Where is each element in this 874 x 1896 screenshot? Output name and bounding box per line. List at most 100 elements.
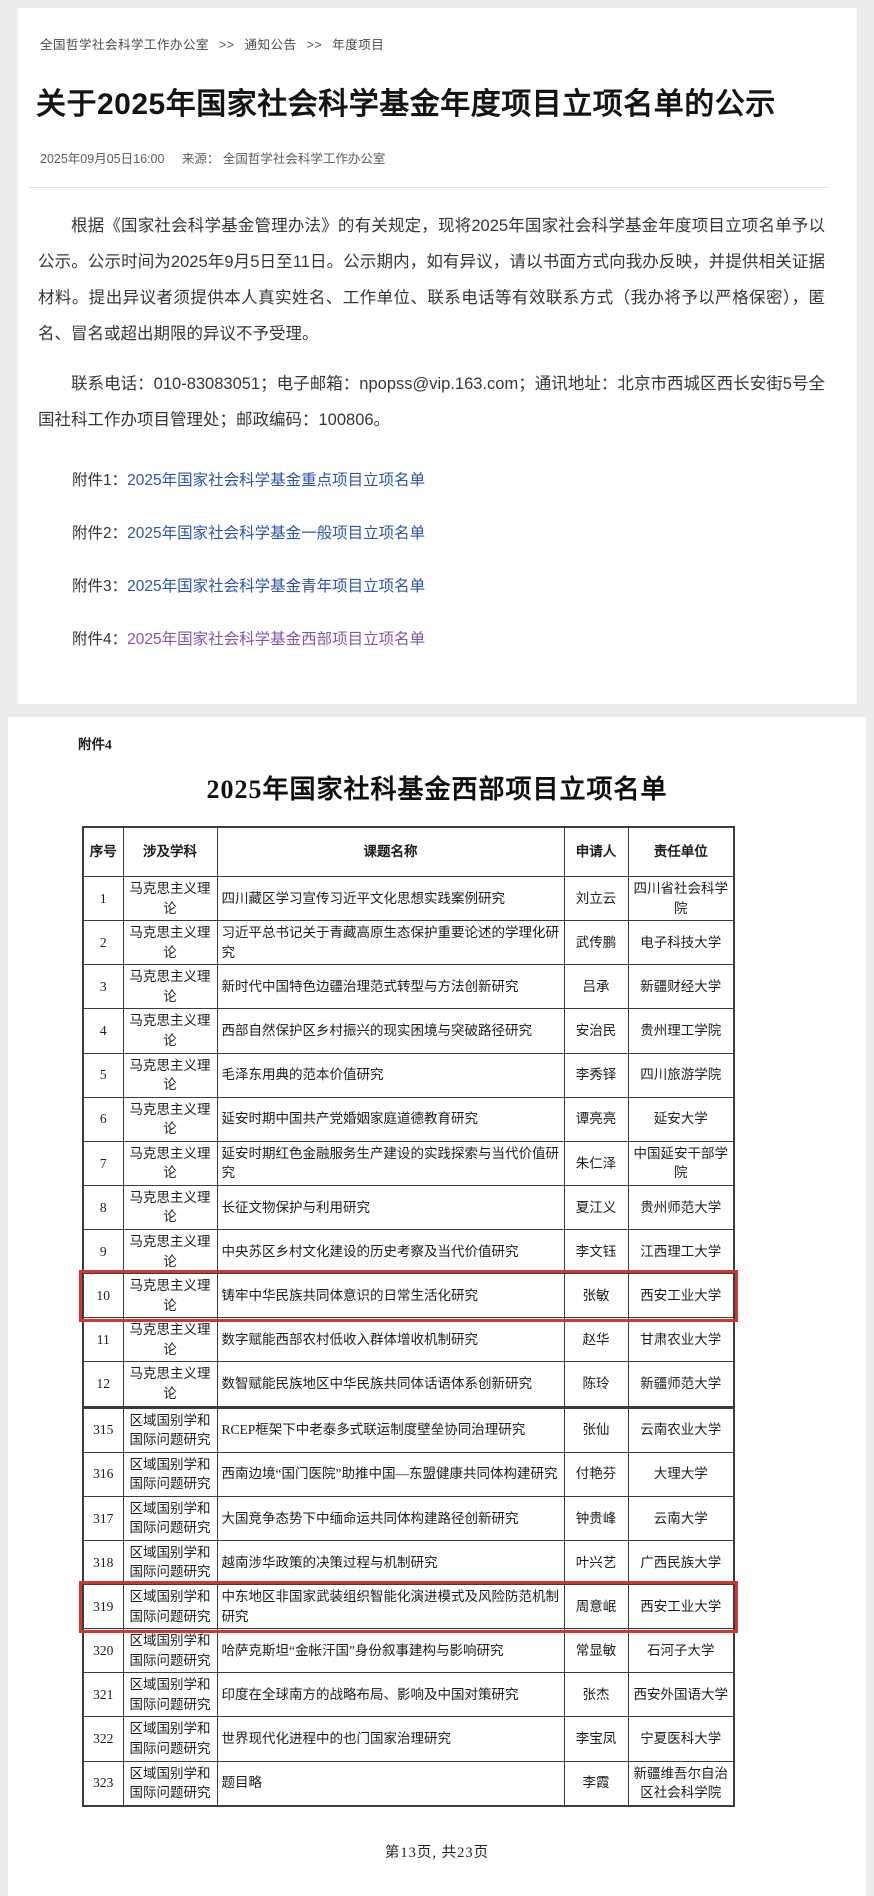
- cell-subject: 马克思主义理论: [122, 1052, 218, 1098]
- attachment-item: 附件2：2025年国家社会科学基金一般项目立项名单: [72, 521, 829, 543]
- cell-subject: 区域国别学和国际问题研究: [122, 1672, 218, 1718]
- cell-applicant: 李文钰: [563, 1228, 629, 1275]
- attachment-link-key-projects[interactable]: 2025年国家社会科学基金重点项目立项名单: [127, 472, 426, 489]
- cell-subject: 区域国别学和国际问题研究: [122, 1628, 218, 1674]
- column-header-serial: 序号: [82, 826, 124, 877]
- cell-project-title: 数字赋能西部农村低收入群体增收机制研究: [216, 1317, 565, 1363]
- cell-subject: 马克思主义理论: [122, 875, 218, 922]
- divider: [28, 187, 829, 188]
- cell-organization: 西安工业大学: [627, 1273, 735, 1319]
- cell-subject: 区域国别学和国际问题研究: [122, 1495, 218, 1541]
- attachment-label: 附件3：: [72, 578, 128, 595]
- cell-project-title: 延安时期红色金融服务生产建设的实践探索与当代价值研究: [216, 1140, 565, 1186]
- attachment-link-general-projects[interactable]: 2025年国家社会科学基金一般项目立项名单: [127, 525, 426, 542]
- cell-applicant: 付艳芬: [563, 1451, 629, 1497]
- cell-subject: 马克思主义理论: [122, 1361, 218, 1408]
- pagination: 第13页, 共23页: [384, 1844, 490, 1861]
- table-row: 12 马克思主义理论 数智赋能民族地区中华民族共同体话语体系创新研究 陈玲 新疆…: [82, 1361, 735, 1408]
- source-name: 全国哲学社会科学工作办公室: [222, 152, 386, 166]
- cell-serial-number: 4: [82, 1008, 124, 1054]
- cell-serial-number: 317: [82, 1495, 124, 1541]
- cell-subject: 马克思主义理论: [122, 1317, 218, 1363]
- table-row: 322 区域国别学和国际问题研究 世界现代化进程中的也门国家治理研究 李宝凤 宁…: [82, 1716, 735, 1762]
- column-header-subject: 涉及学科: [122, 826, 218, 877]
- cell-applicant: 张敏: [563, 1273, 629, 1319]
- table-row: 318 区域国别学和国际问题研究 越南涉华政策的决策过程与机制研究 叶兴艺 广西…: [82, 1539, 735, 1586]
- breadcrumb-link-notices[interactable]: 通知公告: [244, 38, 297, 52]
- cell-organization: 江西理工大学: [627, 1228, 735, 1275]
- attachment-item: 附件3：2025年国家社会科学基金青年项目立项名单: [72, 574, 829, 596]
- cell-organization: 甘肃农业大学: [627, 1317, 735, 1363]
- cell-project-title: 数智赋能民族地区中华民族共同体话语体系创新研究: [216, 1361, 565, 1408]
- cell-project-title: 世界现代化进程中的也门国家治理研究: [216, 1716, 565, 1762]
- cell-applicant: 周意岷: [563, 1583, 629, 1630]
- cell-organization: 中国延安干部学院: [627, 1140, 735, 1186]
- article-panel: 全国哲学社会科学工作办公室 >> 通知公告 >> 年度项目 关于2025年国家社…: [18, 8, 857, 704]
- cell-serial-number: 9: [82, 1228, 124, 1275]
- table-row: 5 马克思主义理论 毛泽东用典的范本价值研究 李秀铎 四川旅游学院: [82, 1052, 735, 1098]
- cell-organization: 广西民族大学: [627, 1539, 735, 1586]
- table-row: 9 马克思主义理论 中央苏区乡村文化建设的历史考察及当代价值研究 李文钰 江西理…: [82, 1228, 735, 1275]
- cell-serial-number: 10: [82, 1273, 124, 1319]
- cell-project-title: 大国竞争态势下中缅命运共同体构建路径创新研究: [216, 1495, 565, 1541]
- cell-serial-number: 8: [82, 1184, 124, 1231]
- cell-organization: 新疆财经大学: [627, 964, 735, 1010]
- table-row: 4 马克思主义理论 西部自然保护区乡村振兴的现实困境与突破路径研究 安治民 贵州…: [82, 1008, 735, 1054]
- cell-subject: 区域国别学和国际问题研究: [122, 1760, 218, 1807]
- cell-organization: 西安工业大学: [627, 1583, 735, 1630]
- cell-organization: 四川省社会科学院: [627, 875, 735, 922]
- cell-applicant: 李秀铎: [563, 1052, 629, 1098]
- cell-project-title: RCEP框架下中老泰多式联运制度壁垒协同治理研究: [216, 1405, 565, 1453]
- cell-project-title: 西南边境“国门医院”助推中国—东盟健康共同体构建研究: [216, 1451, 565, 1497]
- cell-project-title: 题目略: [216, 1760, 565, 1807]
- attachment-link-youth-projects[interactable]: 2025年国家社会科学基金青年项目立项名单: [127, 578, 426, 595]
- breadcrumb-separator: >>: [306, 38, 323, 52]
- cell-subject: 区域国别学和国际问题研究: [122, 1405, 218, 1453]
- cell-project-title: 哈萨克斯坦“金帐汗国”身份叙事建构与影响研究: [216, 1628, 565, 1674]
- table-row: 317 区域国别学和国际问题研究 大国竞争态势下中缅命运共同体构建路径创新研究 …: [82, 1495, 735, 1541]
- cell-project-title: 四川藏区学习宣传习近平文化思想实践案例研究: [216, 875, 565, 922]
- article-meta: 2025年09月05日16:00 来源： 全国哲学社会科学工作办公室: [40, 148, 829, 167]
- breadcrumb-link-home[interactable]: 全国哲学社会科学工作办公室: [40, 38, 210, 52]
- attachment-item: 附件4：2025年国家社会科学基金西部项目立项名单: [72, 627, 829, 649]
- cell-organization: 贵州师范大学: [627, 1184, 735, 1231]
- table-header-row: 序号 涉及学科 课题名称 申请人 责任单位: [82, 826, 735, 877]
- cell-project-title: 越南涉华政策的决策过程与机制研究: [216, 1539, 565, 1586]
- attachment-label: 附件1：: [72, 472, 128, 489]
- cell-serial-number: 320: [82, 1628, 124, 1674]
- cell-applicant: 夏江义: [563, 1184, 629, 1231]
- table-row: 2 马克思主义理论 习近平总书记关于青藏高原生态保护重要论述的学理化研究 武传鹏…: [82, 920, 735, 966]
- table-header: 序号 涉及学科 课题名称 申请人 责任单位: [82, 826, 735, 877]
- attachment-link-western-projects[interactable]: 2025年国家社会科学基金西部项目立项名单: [127, 631, 426, 648]
- cell-applicant: 谭亮亮: [563, 1096, 629, 1142]
- cell-organization: 延安大学: [627, 1096, 735, 1142]
- cell-serial-number: 321: [82, 1672, 124, 1718]
- cell-applicant: 刘立云: [563, 875, 629, 922]
- table-row: 8 马克思主义理论 长征文物保护与利用研究 夏江义 贵州师范大学: [82, 1184, 735, 1231]
- contact-paragraph: 联系电话：010-83083051；电子邮箱：npopss@vip.163.co…: [38, 375, 825, 429]
- attachment-document-panel: 附件4 2025年国家社科基金西部项目立项名单 序号 涉及学科 课题名称 申请人…: [8, 717, 866, 1896]
- cell-project-title: 中东地区非国家武装组织智能化演进模式及风险防范机制研究: [216, 1583, 565, 1630]
- cell-applicant: 张杰: [563, 1672, 629, 1718]
- cell-organization: 云南大学: [627, 1495, 735, 1541]
- cell-serial-number: 5: [82, 1052, 124, 1098]
- attachment-doc-title: 2025年国家社科基金西部项目立项名单: [206, 775, 668, 804]
- cell-applicant: 常显敏: [563, 1628, 629, 1674]
- cell-project-title: 新时代中国特色边疆治理范式转型与方法创新研究: [216, 964, 565, 1010]
- table-row: 6 马克思主义理论 延安时期中国共产党婚姻家庭道德教育研究 谭亮亮 延安大学: [82, 1096, 735, 1142]
- attachment-doc-label: 附件4: [78, 737, 112, 752]
- column-header-organization: 责任单位: [627, 826, 735, 877]
- table-row: 315 区域国别学和国际问题研究 RCEP框架下中老泰多式联运制度壁垒协同治理研…: [82, 1405, 735, 1453]
- attachment-label: 附件4：: [72, 631, 128, 648]
- cell-serial-number: 7: [82, 1140, 124, 1186]
- cell-project-title: 印度在全球南方的战略布局、影响及中国对策研究: [216, 1672, 565, 1718]
- source-label: 来源：: [181, 152, 220, 166]
- projects-table: 序号 涉及学科 课题名称 申请人 责任单位 1 马克思主义理论 四川藏区学习宣传…: [79, 826, 738, 1807]
- cell-subject: 马克思主义理论: [122, 964, 218, 1010]
- breadcrumb-link-annual-projects[interactable]: 年度项目: [332, 38, 385, 52]
- cell-applicant: 钟贵峰: [563, 1495, 629, 1541]
- column-header-applicant: 申请人: [563, 826, 629, 877]
- attachments-list: 附件1：2025年国家社会科学基金重点项目立项名单 附件2：2025年国家社会科…: [28, 468, 829, 649]
- table-row: 323 区域国别学和国际问题研究 题目略 李霞 新疆维吾尔自治区社会科学院: [82, 1760, 735, 1807]
- cell-organization: 大理大学: [627, 1451, 735, 1497]
